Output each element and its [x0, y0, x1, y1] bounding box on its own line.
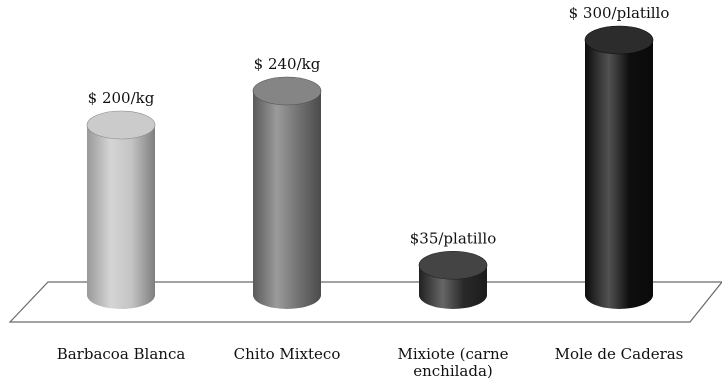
category-label-2: Mixiote (carne enchilada)	[397, 345, 508, 378]
bar-2	[418, 250, 488, 309]
data-label-2: $35/platillo	[410, 229, 496, 247]
chart-floor	[8, 281, 722, 323]
category-label-1: Chito Mixteco	[234, 345, 341, 363]
data-label-1: $ 240/kg	[254, 55, 321, 73]
category-label-3: Mole de Caderas	[555, 345, 684, 363]
bar-top-2	[418, 250, 488, 280]
bar-top-1	[252, 76, 322, 106]
category-label-0: Barbacoa Blanca	[57, 345, 186, 363]
bar-0	[86, 110, 156, 309]
bar-top-3	[584, 25, 654, 55]
bar-body-3	[585, 40, 653, 309]
bar-1	[252, 76, 322, 309]
bar-3	[584, 25, 654, 309]
bar-body-1	[253, 91, 321, 309]
data-label-3: $ 300/platillo	[569, 4, 670, 22]
bar-top-0	[86, 110, 156, 140]
data-labels-group: $ 200/kg $ 240/kg $35/platillo $ 300/platil…	[88, 4, 670, 247]
data-label-0: $ 200/kg	[88, 89, 155, 107]
bar-body-0	[87, 125, 155, 309]
category-labels-group: Barbacoa Blanca Chito Mixteco Mixiote (car…	[57, 345, 684, 378]
bars-group	[86, 25, 654, 309]
